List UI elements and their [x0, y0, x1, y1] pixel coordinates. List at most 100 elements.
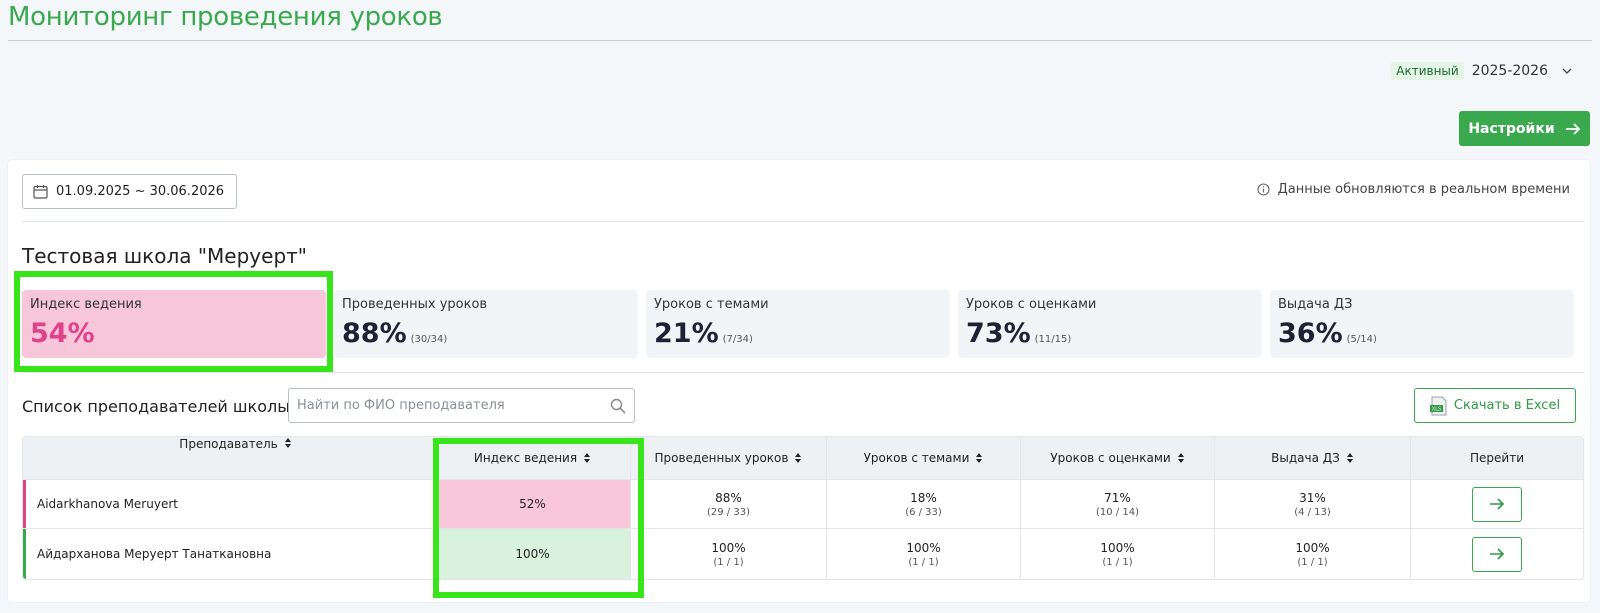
sort-icon [976, 453, 983, 463]
go-to-teacher-button[interactable] [1472, 536, 1522, 572]
go-cell [1410, 480, 1583, 528]
stat-card-topics: Уроков с темами 21% (7/34) [646, 290, 950, 358]
school-name: Тестовая школа "Меруерт" [22, 244, 307, 268]
stat-sub: (11/15) [1034, 334, 1072, 345]
conducted-sub: (1 / 1) [713, 556, 744, 568]
settings-button-label: Настройки [1468, 120, 1555, 137]
column-header-index[interactable]: Индекс ведения [434, 437, 630, 479]
sort-icon [1177, 453, 1184, 463]
stat-value: 73% [966, 318, 1031, 349]
teachers-table: Преподаватель Индекс ведения Проведенных… [22, 436, 1584, 580]
teacher-name: Айдарханова Меруерт Танаткановна [37, 547, 272, 561]
download-excel-button[interactable]: XLS Скачать в Excel [1414, 388, 1576, 423]
stat-label: Проведенных уроков [342, 297, 488, 312]
info-icon [1257, 183, 1270, 196]
download-excel-label: Скачать в Excel [1453, 398, 1561, 413]
stat-card-homework: Выдача ДЗ 36% (5/14) [1270, 290, 1574, 358]
active-badge: Активный [1391, 62, 1464, 80]
svg-text:XLS: XLS [1432, 406, 1441, 412]
index-cell: 100% [434, 529, 630, 579]
stat-label: Выдача ДЗ [1278, 297, 1353, 312]
homework-sub: (4 / 13) [1294, 506, 1331, 518]
column-header-topics[interactable]: Уроков с темами [826, 437, 1020, 479]
excel-file-icon: XLS [1429, 396, 1447, 415]
date-range-picker[interactable]: 01.09.2025 ~ 30.06.2026 [22, 174, 237, 209]
topics-value: 100% [906, 540, 941, 555]
column-header-label: Выдача ДЗ [1271, 451, 1340, 465]
index-value: 52% [519, 497, 546, 511]
stat-label: Индекс ведения [30, 297, 142, 312]
search-icon[interactable] [610, 398, 626, 414]
conducted-cell: 88% (29 / 33) [630, 480, 826, 528]
teacher-search[interactable] [288, 388, 635, 423]
stat-label: Уроков с темами [654, 297, 769, 312]
title-divider [8, 40, 1592, 41]
homework-value: 100% [1295, 540, 1330, 555]
date-range-value: 01.09.2025 ~ 30.06.2026 [56, 184, 225, 199]
index-cell: 52% [434, 480, 630, 528]
sort-icon [284, 438, 291, 448]
grades-cell: 100% (1 / 1) [1020, 529, 1214, 579]
grades-cell: 71% (10 / 14) [1020, 480, 1214, 528]
homework-cell: 31% (4 / 13) [1214, 480, 1410, 528]
sort-icon [1346, 453, 1353, 463]
column-header-homework[interactable]: Выдача ДЗ [1214, 437, 1410, 479]
topics-sub: (6 / 33) [905, 506, 942, 518]
realtime-note-text: Данные обновляются в реальном времени [1277, 182, 1570, 197]
stat-value: 36% [1278, 318, 1343, 349]
year-value: 2025-2026 [1471, 63, 1548, 79]
teachers-list-title: Список преподавателей школы [22, 397, 290, 416]
topics-sub: (1 / 1) [908, 556, 939, 568]
calendar-icon [33, 185, 48, 199]
stat-value: 54% [30, 318, 95, 349]
stat-sub: (5/14) [1346, 334, 1377, 345]
column-header-label: Индекс ведения [473, 451, 578, 465]
teacher-search-input[interactable] [297, 398, 610, 413]
column-header-label: Преподаватель [179, 437, 278, 451]
column-header-teacher[interactable]: Преподаватель [23, 437, 434, 479]
index-value: 100% [515, 547, 550, 561]
topics-cell: 18% (6 / 33) [826, 480, 1020, 528]
settings-button[interactable]: Настройки [1459, 111, 1590, 146]
divider [22, 372, 1584, 373]
homework-sub: (1 / 1) [1297, 556, 1328, 568]
arrow-right-icon [1490, 498, 1505, 510]
go-cell [1410, 529, 1583, 579]
teacher-name: Aidarkhanova Meruyert [37, 497, 178, 511]
realtime-note: Данные обновляются в реальном времени [1257, 182, 1570, 197]
grades-sub: (10 / 14) [1096, 506, 1139, 518]
column-header-conducted[interactable]: Проведенных уроков [630, 437, 826, 479]
sort-icon [584, 453, 591, 463]
conducted-cell: 100% (1 / 1) [630, 529, 826, 579]
column-header-label: Проведенных уроков [654, 451, 789, 465]
chevron-down-icon [1562, 68, 1572, 74]
column-header-go: Перейти [1410, 437, 1583, 479]
stat-sub: (7/34) [722, 334, 753, 345]
grades-value: 100% [1100, 540, 1135, 555]
stat-value: 21% [654, 318, 719, 349]
stat-sub: (30/34) [410, 334, 448, 345]
arrow-right-icon [1565, 122, 1580, 135]
arrow-right-icon [1490, 548, 1505, 560]
column-header-grades[interactable]: Уроков с оценками [1020, 437, 1214, 479]
grades-sub: (1 / 1) [1102, 556, 1133, 568]
conducted-value: 100% [711, 540, 746, 555]
sort-icon [795, 453, 802, 463]
academic-year-selector[interactable]: Активный 2025-2026 [1391, 62, 1572, 80]
table-row: Айдарханова Меруерт Танаткановна 100% 10… [23, 528, 1583, 579]
topics-cell: 100% (1 / 1) [826, 529, 1020, 579]
stat-label: Уроков с оценками [966, 297, 1097, 312]
table-header-row: Преподаватель Индекс ведения Проведенных… [23, 437, 1583, 479]
stat-card-grades: Уроков с оценками 73% (11/15) [958, 290, 1262, 358]
divider [22, 221, 1584, 222]
stat-value: 88% [342, 318, 407, 349]
homework-cell: 100% (1 / 1) [1214, 529, 1410, 579]
homework-value: 31% [1299, 490, 1326, 505]
go-to-teacher-button[interactable] [1472, 486, 1522, 522]
table-row: Aidarkhanova Meruyert 52% 88% (29 / 33) 1… [23, 479, 1583, 528]
conducted-sub: (29 / 33) [707, 506, 750, 518]
stat-card-index: Индекс ведения 54% [22, 290, 326, 358]
column-header-label: Перейти [1470, 451, 1524, 465]
topics-value: 18% [910, 490, 937, 505]
column-header-label: Уроков с оценками [1050, 451, 1171, 465]
